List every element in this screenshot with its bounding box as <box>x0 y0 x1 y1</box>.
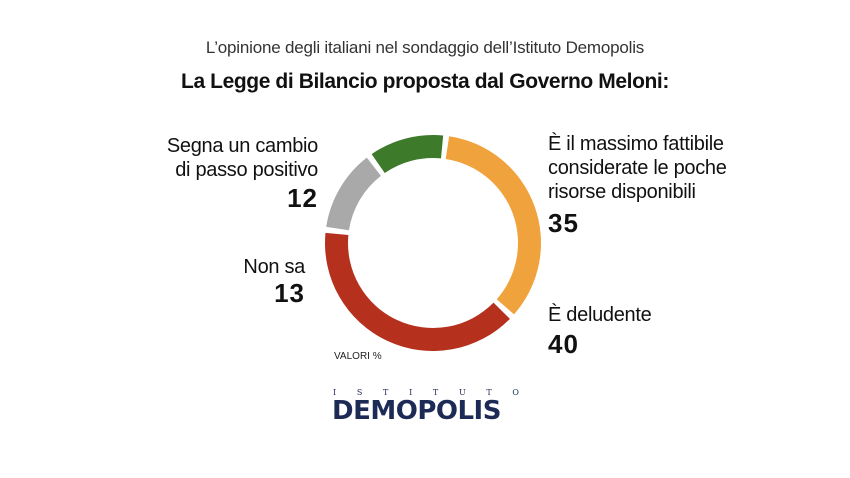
label-massimo-line2: considerate le poche <box>548 157 727 179</box>
logo-letter: I <box>333 388 337 397</box>
logo-letter: T <box>432 388 439 397</box>
value-cambio: 12 <box>287 183 318 213</box>
label-massimo-line1: È il massimo fattibile <box>548 133 724 155</box>
donut-slice-cambio <box>371 135 444 174</box>
value-nonsa: 13 <box>274 278 305 308</box>
label-cambio-line1: Segna un cambio <box>166 135 318 157</box>
logo-letter: T <box>486 388 492 397</box>
logo-letter: O <box>512 388 519 397</box>
label-cambio: Segna un cambio di passo positivo <box>150 134 318 182</box>
value-massimo: 35 <box>548 208 579 238</box>
donut-slice-massimo <box>445 136 541 315</box>
logo-letter: U <box>458 388 466 397</box>
label-nonsa: Non sa <box>243 256 305 278</box>
donut-slice-nonsa <box>326 157 381 231</box>
value-deludente: 40 <box>548 329 579 359</box>
label-cambio-line2: di passo positivo <box>175 159 318 181</box>
logo-letter: S <box>356 388 363 397</box>
logo-demopolis: DEMOPOLIS <box>332 396 501 426</box>
logo-letter: I <box>409 388 413 397</box>
donut-slice-deludente <box>325 232 510 351</box>
label-deludente: È deludente <box>548 304 652 326</box>
label-massimo: È il massimo fattibile considerate le po… <box>548 132 727 204</box>
chart-title: La Legge di Bilancio proposta dal Govern… <box>181 70 669 93</box>
unit-note: VALORI % <box>334 351 382 362</box>
chart-subtitle: L’opinione degli italiani nel sondaggio … <box>205 38 645 57</box>
label-massimo-line3: risorse disponibili <box>548 181 696 203</box>
logo-letter: T <box>383 388 389 397</box>
